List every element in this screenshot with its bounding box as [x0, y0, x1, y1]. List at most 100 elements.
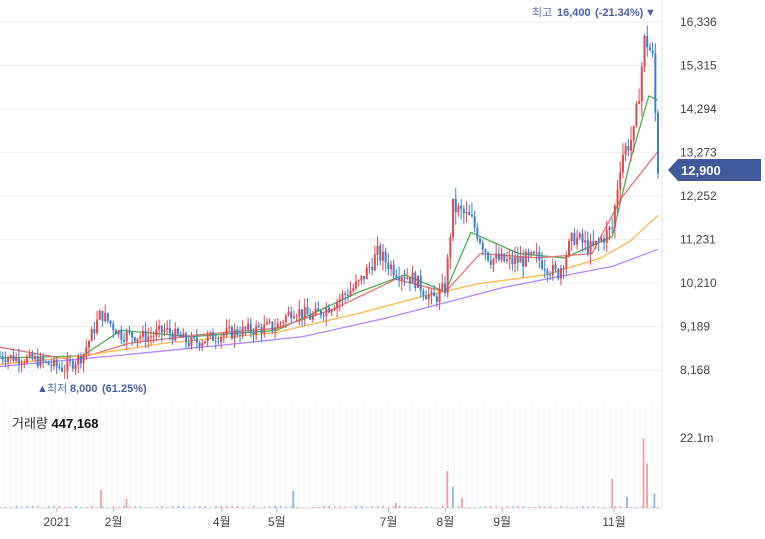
candle-body	[74, 364, 77, 369]
candle-body	[581, 233, 584, 243]
candle-body	[52, 359, 55, 366]
volume-label: 거래량 447,168	[12, 413, 99, 432]
candle-body	[565, 256, 568, 269]
candle-body	[42, 356, 45, 362]
candle-body	[608, 227, 611, 231]
volume-bar	[560, 506, 562, 508]
volume-bar	[581, 506, 584, 508]
volume-bar	[441, 505, 444, 508]
volume-bar	[69, 506, 72, 508]
candle-body	[96, 319, 99, 334]
candle-body	[589, 241, 592, 254]
volume-bar	[463, 507, 465, 508]
candle-body	[328, 307, 330, 313]
candle-body	[349, 290, 352, 296]
high-annotation-value: 16,400	[557, 7, 591, 19]
candle-body	[422, 290, 425, 296]
volume-bar	[145, 506, 147, 508]
candle-body	[363, 275, 366, 280]
candle-body	[371, 266, 374, 271]
candle-body	[17, 357, 20, 364]
volume-bar-spike	[653, 493, 656, 508]
moving-average-line	[0, 214, 659, 366]
candle-body	[430, 292, 433, 296]
volume-bar	[155, 506, 158, 508]
candle-body	[341, 293, 344, 300]
candle-body	[586, 240, 589, 254]
candle-body	[568, 241, 571, 257]
volume-bar	[533, 506, 535, 508]
y-tick-label: 12,252	[680, 189, 717, 203]
candle-body	[298, 309, 301, 317]
candle-body	[611, 227, 614, 229]
x-tick-label: 11월	[602, 515, 626, 529]
candle-body	[147, 336, 150, 342]
volume-bar	[274, 505, 277, 508]
volume-bar	[285, 506, 287, 508]
candle-body	[605, 230, 608, 243]
candle-body	[104, 313, 107, 322]
candle-body	[322, 315, 325, 317]
volume-bar	[501, 507, 503, 508]
candle-body	[414, 272, 417, 288]
candle-body	[257, 325, 260, 328]
candle-body	[168, 327, 171, 334]
candle-body	[144, 330, 147, 342]
candle-body	[613, 205, 616, 228]
candle-body	[9, 355, 12, 359]
candle-body	[360, 275, 363, 281]
volume-title: 거래량	[12, 416, 48, 431]
candle-body	[344, 293, 347, 295]
volume-bar	[592, 505, 595, 508]
volume-bar	[323, 505, 325, 508]
candle-body	[387, 262, 390, 270]
volume-bar	[657, 507, 659, 508]
candle-body	[492, 258, 495, 265]
y-tick-label: 16,336	[680, 15, 717, 29]
candle-body	[282, 322, 285, 324]
candle-body	[527, 251, 530, 255]
candle-body	[1, 355, 4, 360]
volume-bar	[425, 506, 428, 508]
volume-bar	[371, 506, 374, 508]
candle-body	[390, 264, 393, 270]
volume-bar	[430, 507, 433, 508]
candle-body	[594, 240, 597, 246]
candle-body	[376, 245, 379, 255]
volume-bar	[134, 506, 136, 508]
candle-body	[457, 205, 460, 213]
moving-average-line	[0, 150, 659, 361]
volume-bar-spike	[646, 463, 649, 508]
volume-bar	[188, 506, 190, 508]
volume-bar	[355, 505, 357, 508]
volume-bar	[112, 506, 115, 508]
candle-body	[247, 323, 250, 330]
volume-bar	[172, 505, 174, 508]
volume-bar	[226, 505, 228, 508]
candle-body	[114, 330, 117, 335]
volume-bar	[128, 506, 131, 508]
candle-body	[50, 364, 53, 366]
current-price-tag: 12,900	[668, 159, 761, 181]
candle-body	[228, 327, 231, 329]
candle-body	[230, 327, 233, 339]
candle-body	[584, 240, 587, 243]
candle-body	[79, 355, 82, 364]
volume-bar	[161, 505, 163, 508]
volume-bar	[544, 506, 546, 508]
candle-body	[522, 257, 525, 267]
candle-body	[630, 140, 633, 151]
candle-body	[400, 277, 403, 281]
candle-body	[241, 327, 244, 337]
volume-bar	[641, 506, 643, 508]
candle-body	[309, 314, 312, 320]
candle-body	[395, 275, 398, 278]
candle-body	[85, 347, 88, 355]
volume-bar	[565, 506, 568, 508]
candle-body	[503, 253, 506, 262]
volume-bar-spike	[395, 503, 397, 508]
volume-bar	[436, 507, 438, 508]
candle-body	[481, 242, 484, 250]
candle-body	[470, 214, 473, 217]
volume-bar	[247, 507, 250, 508]
